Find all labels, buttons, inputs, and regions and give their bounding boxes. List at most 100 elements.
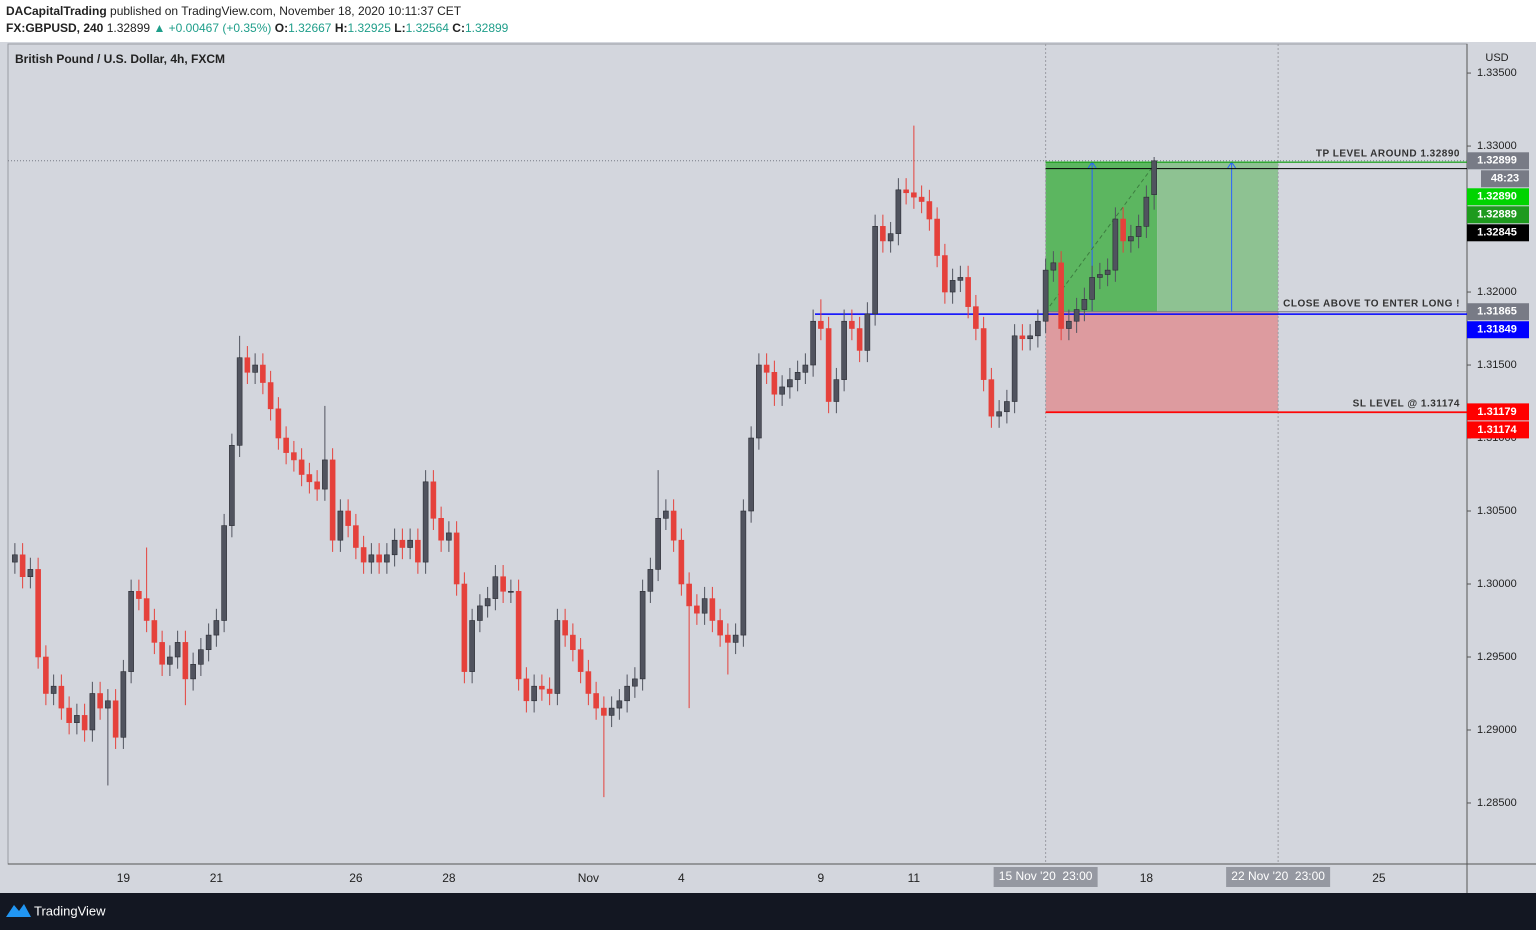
x-tick-label: 28 [442, 871, 456, 885]
candle-body [453, 532, 460, 585]
candle-body [190, 663, 196, 680]
ohlc-key: O: [274, 21, 289, 35]
candle-body [771, 372, 778, 395]
price-tag-label: 1.31174 [1477, 424, 1517, 436]
candle-body [895, 189, 902, 234]
candle-body [670, 510, 677, 541]
y-tick-label: 1.33000 [1477, 140, 1517, 152]
annotation: TP LEVEL AROUND 1.32890 [1316, 149, 1460, 160]
candle-body [159, 642, 165, 665]
candle-body [732, 634, 739, 643]
price-tag-label: 1.31865 [1477, 306, 1517, 318]
candle-body [298, 459, 305, 475]
price-tag-label: 1.31179 [1477, 406, 1516, 418]
candle-body [663, 510, 669, 519]
candle-body [531, 685, 537, 702]
candle-body [880, 226, 886, 242]
candle-body [802, 364, 809, 373]
candle-body [601, 707, 607, 716]
candle-body [856, 328, 863, 351]
candle-body [934, 218, 940, 256]
price-tag [1467, 403, 1529, 421]
candle-body [632, 678, 638, 687]
candle-body [477, 605, 483, 621]
candle-body [244, 357, 251, 373]
x-tick-label: Nov [578, 871, 599, 885]
candle-body [275, 408, 282, 439]
candle-body [725, 634, 731, 643]
candle-body [376, 554, 382, 563]
candle-body [763, 364, 770, 373]
candle-body [949, 280, 956, 293]
x-tick-label: 21 [210, 871, 224, 885]
y-tick-label: 1.33500 [1477, 67, 1517, 79]
candle-body [27, 569, 34, 578]
candle-body [337, 510, 344, 541]
price-tag [1467, 224, 1529, 242]
candle-body [492, 576, 499, 599]
price-tag [1467, 321, 1529, 339]
candle-body [221, 525, 227, 621]
candle-body [1089, 277, 1095, 300]
candle-body [515, 590, 522, 680]
x-badge-label: 15 Nov '20 23:00 [999, 869, 1093, 883]
change: ▲ +0.00467 (+0.35%) [153, 21, 272, 35]
candle-body [360, 547, 367, 563]
x-tick-label: 18 [1140, 871, 1154, 885]
candle-body [926, 201, 933, 220]
candle-body [825, 328, 832, 402]
price-tag-label: 1.32889 [1477, 209, 1517, 221]
candle-body [639, 590, 646, 680]
y-unit: USD [1485, 52, 1508, 64]
header-bg [0, 0, 1536, 42]
candle-body [446, 532, 452, 541]
candle-body [1097, 274, 1103, 278]
x-badge-label: 22 Nov '20 23:00 [1231, 869, 1325, 883]
price-tag-label: 1.32890 [1477, 191, 1517, 203]
ohlc-value: 1.32899 [464, 21, 509, 35]
candle-body [167, 656, 173, 665]
published: published on TradingView.com, November 1… [110, 4, 462, 18]
y-tick-label: 1.32000 [1477, 286, 1517, 298]
candle-body [562, 620, 568, 636]
candle-body [980, 328, 987, 380]
candle-body [484, 598, 491, 607]
candle-body [182, 642, 189, 680]
candle-body [35, 569, 41, 658]
candle-body [19, 554, 26, 578]
y-tick-label: 1.31500 [1477, 359, 1517, 371]
candle-body [391, 539, 398, 556]
candle-body [1135, 226, 1142, 237]
candle-body [849, 320, 855, 329]
ohlc-value: 1.32667 [288, 21, 332, 35]
candle-body [546, 688, 553, 694]
candle-body [1066, 320, 1072, 329]
candle-body [1128, 236, 1134, 242]
candle-body [500, 576, 506, 592]
candle-body [748, 437, 754, 512]
candle-body [461, 583, 468, 672]
candle-body [678, 539, 685, 585]
candle-body [694, 605, 700, 614]
candle-body [1019, 335, 1026, 340]
candle-body [523, 678, 530, 702]
candle-body [717, 620, 723, 636]
countdown-bg [1481, 170, 1529, 188]
candle-body [50, 685, 57, 694]
candle-body [407, 539, 413, 548]
candle-body [1050, 262, 1057, 271]
candle-body [322, 459, 328, 490]
candle-body [438, 518, 444, 541]
candle-body [608, 707, 615, 716]
candle-body [151, 620, 158, 643]
chart-title: British Pound / U.S. Dollar, 4h, FXCM [15, 52, 225, 66]
candle-body [345, 510, 351, 526]
last-price: 1.32899 [106, 21, 151, 35]
candle-body [887, 233, 894, 242]
candle-body [539, 685, 545, 690]
candle-body [314, 481, 320, 490]
trend-dash [1045, 160, 1158, 313]
axes: 1.335001.330001.325001.320001.315001.310… [117, 67, 1529, 887]
candle-body [174, 642, 181, 658]
candle-body [756, 364, 762, 439]
